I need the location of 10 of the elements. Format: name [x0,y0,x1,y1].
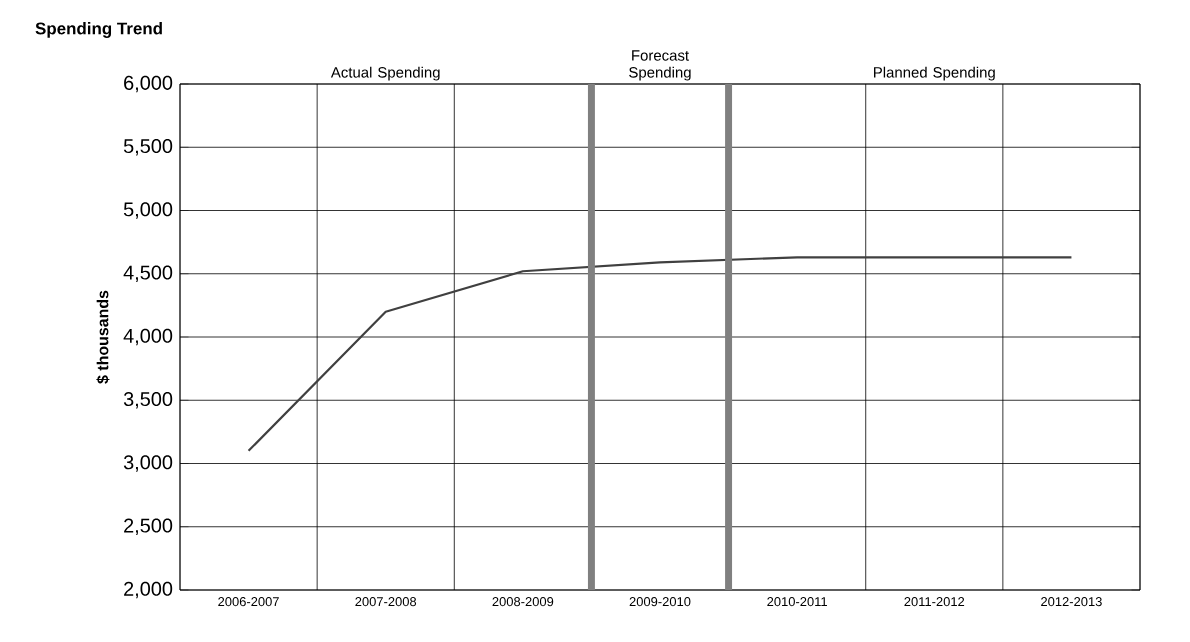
y-tick-label: 3,500 [123,392,173,409]
chart-title: Spending Trend [35,22,162,38]
y-tick-label: 2,500 [124,518,173,535]
y-tick-label: 2,000 [124,581,173,599]
y-tick-label: 4,000 [123,328,173,346]
y-tick-label: 4,500 [123,265,173,282]
y-tick-label: 5,500 [123,139,173,156]
y-tick-label: 5,000 [123,202,173,219]
y-tick-label: 3,000 [123,455,173,472]
y-tick-label: 6,000 [124,75,173,93]
